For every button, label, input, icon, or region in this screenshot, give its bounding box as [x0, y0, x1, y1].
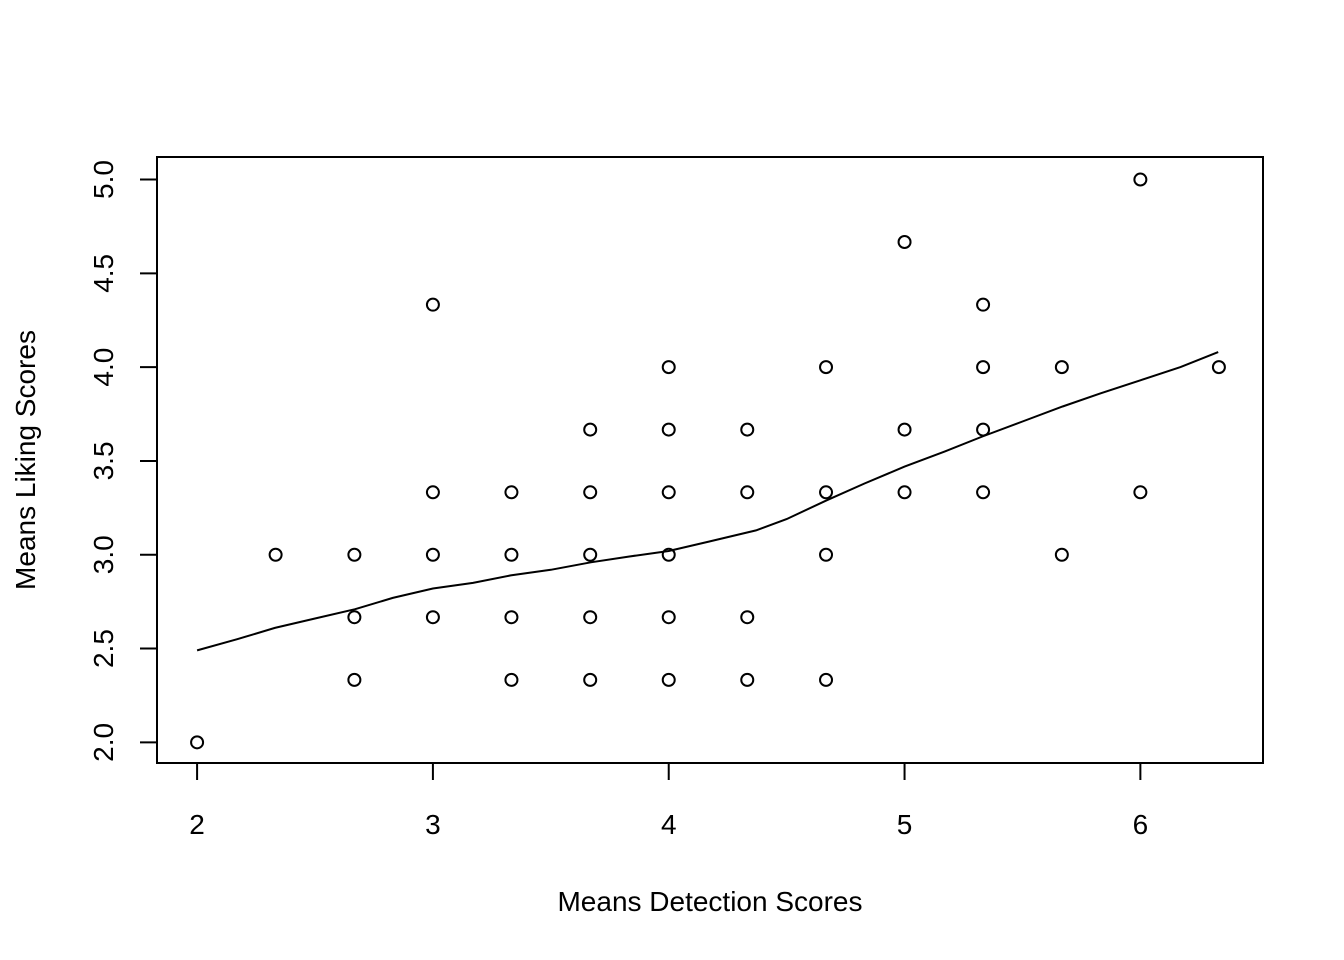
data-point: [268, 547, 283, 562]
data-point: [976, 422, 991, 437]
y-tick-label: 4.5: [88, 254, 119, 293]
data-point: [347, 610, 362, 625]
data-point: [661, 422, 676, 437]
data-point: [897, 422, 912, 437]
y-tick-label: 4.0: [88, 348, 119, 387]
data-point: [1211, 360, 1226, 375]
data-point: [1133, 172, 1148, 187]
data-point: [976, 297, 991, 312]
data-point: [504, 672, 519, 687]
smooth-line: [196, 351, 1219, 652]
x-tick-label: 4: [661, 809, 677, 840]
data-point: [661, 485, 676, 500]
data-point: [583, 672, 598, 687]
data-point: [1054, 547, 1069, 562]
data-point: [819, 672, 834, 687]
y-tick-label: 5.0: [88, 160, 119, 199]
data-point: [583, 610, 598, 625]
data-point: [504, 610, 519, 625]
data-point: [740, 672, 755, 687]
data-point: [740, 610, 755, 625]
points-layer: [190, 172, 1226, 750]
data-point: [425, 485, 440, 500]
data-point: [504, 547, 519, 562]
data-point: [661, 610, 676, 625]
smooth-line-layer: [196, 351, 1219, 652]
data-point: [661, 672, 676, 687]
data-point: [740, 485, 755, 500]
x-tick-label: 6: [1133, 809, 1149, 840]
data-point: [583, 485, 598, 500]
y-tick-label: 3.5: [88, 441, 119, 480]
data-point: [190, 735, 205, 750]
data-point: [504, 485, 519, 500]
data-point: [1133, 485, 1148, 500]
y-axis: 2.0 2.5 3.0 3.5 4.0 4.5 5.0: [88, 160, 158, 762]
data-point: [976, 485, 991, 500]
x-tick-label: 2: [189, 809, 205, 840]
data-point: [425, 547, 440, 562]
data-point: [1054, 360, 1069, 375]
y-tick-label: 2.0: [88, 723, 119, 762]
data-point: [819, 547, 834, 562]
y-axis-title: Means Liking Scores: [10, 330, 41, 590]
data-point: [819, 485, 834, 500]
data-point: [661, 547, 676, 562]
x-tick-label: 3: [425, 809, 441, 840]
data-point: [897, 234, 912, 249]
data-point: [661, 360, 676, 375]
data-point: [425, 610, 440, 625]
data-point: [819, 360, 834, 375]
data-point: [347, 672, 362, 687]
data-point: [976, 360, 991, 375]
plot-frame: [156, 156, 1264, 764]
x-axis-title: Means Detection Scores: [557, 886, 862, 917]
data-point: [583, 547, 598, 562]
data-point: [425, 297, 440, 312]
x-tick-label: 5: [897, 809, 913, 840]
y-tick-label: 3.0: [88, 535, 119, 574]
x-axis: 2 3 4 5 6: [189, 762, 1149, 840]
data-point: [740, 422, 755, 437]
data-point: [347, 547, 362, 562]
data-point: [897, 485, 912, 500]
data-point: [583, 422, 598, 437]
y-tick-label: 2.5: [88, 629, 119, 668]
